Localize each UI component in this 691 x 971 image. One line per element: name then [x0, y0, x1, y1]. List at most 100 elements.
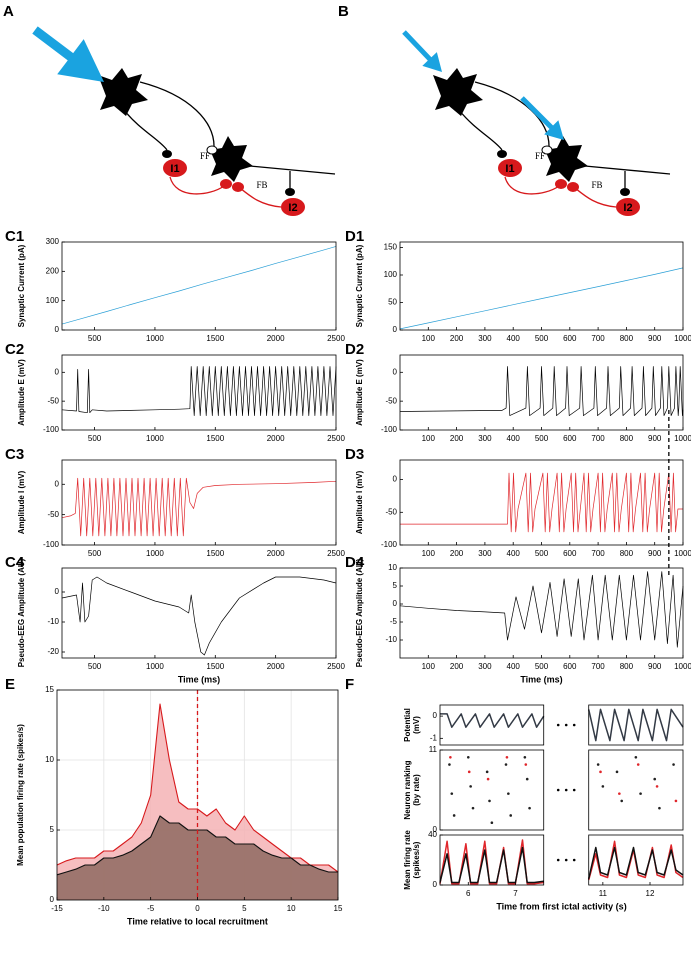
axes-frame	[588, 749, 684, 831]
axon	[123, 109, 168, 151]
line	[61, 366, 337, 416]
x-tick-label: 1000	[146, 434, 164, 443]
raster-dot	[452, 814, 456, 817]
break-dot	[564, 723, 568, 727]
x-tick-label: 1500	[206, 549, 224, 558]
axon	[249, 165, 336, 188]
x-tick-label: 200	[450, 334, 464, 343]
y-axis-label: Amplitude I (mV)	[355, 470, 364, 534]
x-tick-label: 2000	[267, 549, 285, 558]
raster-dot	[523, 755, 527, 759]
x-tick-label: 800	[620, 662, 634, 671]
raster-dot	[467, 770, 471, 774]
neuron-i2	[616, 198, 640, 216]
panel-label: D4	[345, 554, 365, 571]
x-tick-label: 900	[648, 549, 662, 558]
panel-label: D2	[345, 341, 364, 358]
y-tick-label: 200	[46, 266, 60, 275]
synapse	[620, 188, 630, 196]
x-tick-label: 1500	[206, 662, 224, 671]
y-tick-label: -5	[390, 617, 398, 626]
x-tick-label: 200	[450, 434, 464, 443]
raster-dot	[505, 755, 509, 759]
break-dot	[556, 723, 560, 727]
axes-frame	[439, 704, 545, 746]
area-fill	[57, 704, 338, 900]
raster-dot	[490, 821, 494, 825]
raster-dot	[504, 763, 508, 766]
raster-dot	[596, 763, 600, 766]
synapse	[162, 150, 172, 158]
break-dot	[564, 858, 568, 862]
x-tick-label: 300	[478, 434, 492, 443]
neuron-label: I2	[623, 202, 632, 214]
raster-dot	[618, 792, 621, 795]
y-tick-label: -20	[47, 647, 59, 656]
raster-dot	[655, 785, 659, 788]
x-tick-label: 2000	[267, 334, 285, 343]
x-tick-label: 200	[450, 549, 464, 558]
y-tick-label: -10	[47, 617, 59, 626]
raster-dot	[466, 755, 470, 759]
y-axis-label: (by rate)	[412, 774, 421, 806]
x-tick-label: 900	[648, 662, 662, 671]
x-tick-label: 1000	[674, 434, 691, 443]
y-axis-label: Mean population firing rate (spikes/s)	[16, 724, 25, 866]
line	[399, 571, 684, 648]
panel-label: C2	[5, 341, 24, 358]
x-tick-label: 600	[563, 549, 577, 558]
raster-dot	[634, 755, 638, 759]
x-tick-label: 1000	[146, 662, 164, 671]
axon	[458, 109, 503, 151]
x-tick-label: 700	[591, 549, 605, 558]
x-tick-label: 800	[620, 334, 634, 343]
x-tick-label: 500	[535, 549, 549, 558]
line	[61, 576, 337, 656]
stimulus-arrow	[32, 26, 105, 83]
x-tick-label: 2500	[327, 662, 345, 671]
x-tick-label: 1500	[206, 334, 224, 343]
line	[61, 246, 337, 325]
x-tick-label: 500	[88, 549, 102, 558]
x-tick-label: 1000	[674, 549, 691, 558]
x-tick-label: 10	[287, 904, 296, 913]
line	[439, 846, 684, 884]
raster-dot	[601, 785, 605, 788]
synapse	[220, 179, 232, 189]
y-tick-label: -100	[381, 540, 398, 549]
x-tick-label: 2500	[327, 549, 345, 558]
neuron-label: E1	[448, 88, 461, 100]
neuron-i1	[163, 159, 187, 177]
y-tick-label: -10	[385, 635, 397, 644]
x-tick-label: 900	[648, 334, 662, 343]
break-dot	[556, 858, 560, 862]
raster-dot	[471, 806, 475, 810]
neuron-e2	[210, 136, 253, 182]
raster-dot	[528, 806, 531, 810]
y-axis-label: Neuron ranking	[403, 760, 412, 819]
x-tick-label: 1000	[674, 334, 691, 343]
x-tick-label: 800	[620, 549, 634, 558]
axes-frame	[61, 354, 337, 431]
raster-dot	[448, 763, 451, 766]
x-tick-label: 800	[620, 434, 634, 443]
raster-dot	[636, 763, 640, 766]
raster-dot	[639, 792, 642, 795]
neuron-e2	[545, 136, 588, 182]
y-tick-label: 10	[388, 563, 397, 572]
neuron-e1	[433, 68, 483, 116]
neuron-i2	[281, 198, 305, 216]
axes-frame	[61, 459, 337, 546]
raster-dot	[620, 799, 624, 803]
y-tick-label: 0	[393, 475, 398, 484]
y-tick-label: 300	[46, 237, 60, 246]
stimulus-arrow	[520, 96, 564, 140]
x-axis-label: Time relative to local recruitment	[127, 916, 268, 926]
raster-dot	[674, 799, 678, 803]
x-axis-label: Time (ms)	[178, 674, 220, 684]
panel-label: B	[338, 3, 349, 20]
x-tick-label: 400	[507, 334, 521, 343]
y-tick-label: -50	[47, 510, 59, 519]
axes-frame	[439, 749, 545, 831]
raster-dot	[450, 792, 454, 795]
